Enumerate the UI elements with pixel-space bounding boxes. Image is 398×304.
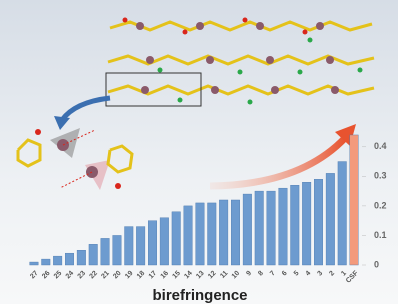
bar [77, 250, 86, 265]
bar [42, 259, 51, 265]
y-tick-label: 0 [374, 259, 379, 269]
bar [136, 227, 145, 265]
y-tick-label: 0.2 [374, 200, 387, 210]
bar [350, 135, 359, 265]
bar [291, 185, 300, 265]
bar [219, 200, 228, 265]
bar [314, 179, 323, 265]
bar [279, 188, 288, 265]
bar [148, 221, 157, 265]
x-axis-title: birefringence [152, 287, 247, 304]
bar [267, 191, 276, 265]
y-tick-label: 0.1 [374, 230, 387, 240]
bar [255, 191, 264, 265]
bar [101, 238, 110, 265]
bar [89, 244, 98, 265]
y-tick-label: 0.3 [374, 171, 387, 181]
bar [30, 262, 39, 265]
bar [184, 206, 193, 265]
bar [338, 162, 347, 265]
bar [243, 194, 252, 265]
bar [125, 227, 134, 265]
y-tick-label: 0.4 [374, 141, 387, 151]
bar [160, 218, 169, 265]
bar [113, 235, 122, 265]
bar [302, 182, 311, 265]
bar [65, 253, 74, 265]
bar [231, 200, 240, 265]
bar [172, 212, 181, 265]
bar [208, 203, 217, 265]
bar [196, 203, 205, 265]
figure: birefringence 00.10.20.30.42726252423222… [0, 0, 398, 304]
bar [53, 256, 62, 265]
bar [326, 173, 335, 265]
